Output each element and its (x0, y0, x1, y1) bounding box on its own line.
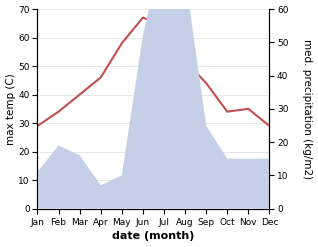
Y-axis label: max temp (C): max temp (C) (5, 73, 16, 145)
X-axis label: date (month): date (month) (112, 231, 195, 242)
Y-axis label: med. precipitation (kg/m2): med. precipitation (kg/m2) (302, 39, 313, 179)
